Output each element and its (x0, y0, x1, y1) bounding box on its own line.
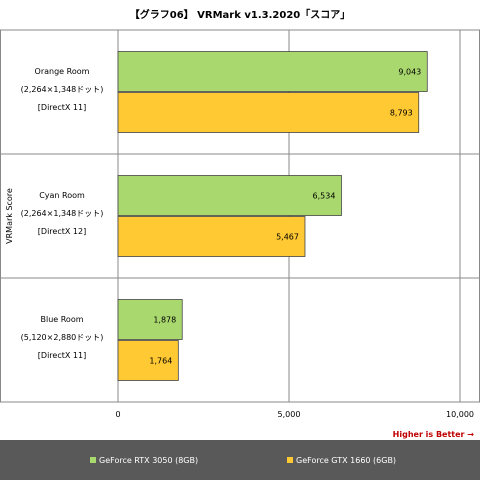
category-label: Orange Room (35, 67, 90, 76)
legend-entry: GeForce GTX 1660 (6GB) (296, 456, 396, 465)
bar (117, 51, 428, 92)
higher-is-better-note: Higher is Better → (393, 430, 475, 439)
bar (117, 175, 342, 216)
category-label: (2,264×1,348ドット) (21, 85, 104, 94)
y-axis-label: VRMark Score (5, 188, 14, 244)
legend-swatch (90, 457, 96, 463)
x-axis-ticks: 0 5,000 10,000 (115, 410, 474, 419)
bar (117, 92, 420, 133)
bar (117, 299, 183, 340)
category-label: Blue Room (40, 315, 83, 324)
category-label: Cyan Room (39, 191, 85, 200)
bar-value-label: 5,467 (276, 233, 299, 242)
category-label: [DirectX 11] (38, 103, 86, 112)
category-label: (5,120×2,880ドット) (21, 333, 104, 342)
plot-area: 9,043 8,793 Orange Room (2,264×1,348ドット) [Di… (0, 29, 480, 403)
x-tick-label: 10,000 (446, 410, 474, 419)
bar (117, 340, 179, 381)
bar (117, 216, 306, 257)
category-label: [DirectX 11] (38, 351, 86, 360)
legend-swatch (287, 457, 293, 463)
legend: GeForce RTX 3050 (8GB) GeForce GTX 1660 (… (0, 440, 480, 480)
legend-background (0, 440, 480, 480)
x-tick-label: 5,000 (278, 410, 301, 419)
bar-value-label: 8,793 (390, 109, 413, 118)
bar-value-label: 1,878 (153, 316, 176, 325)
bar-value-label: 9,043 (398, 68, 421, 77)
x-tick-label: 0 (115, 410, 120, 419)
category-label: [DirectX 12] (38, 227, 86, 236)
bar-value-label: 1,764 (149, 357, 172, 366)
category-label: (2,264×1,348ドット) (21, 209, 104, 218)
legend-entry: GeForce RTX 3050 (8GB) (99, 456, 198, 465)
chart-title: 【グラフ06】 VRMark v1.3.2020「スコア」 (130, 8, 350, 21)
bar-value-label: 6,534 (313, 192, 336, 201)
